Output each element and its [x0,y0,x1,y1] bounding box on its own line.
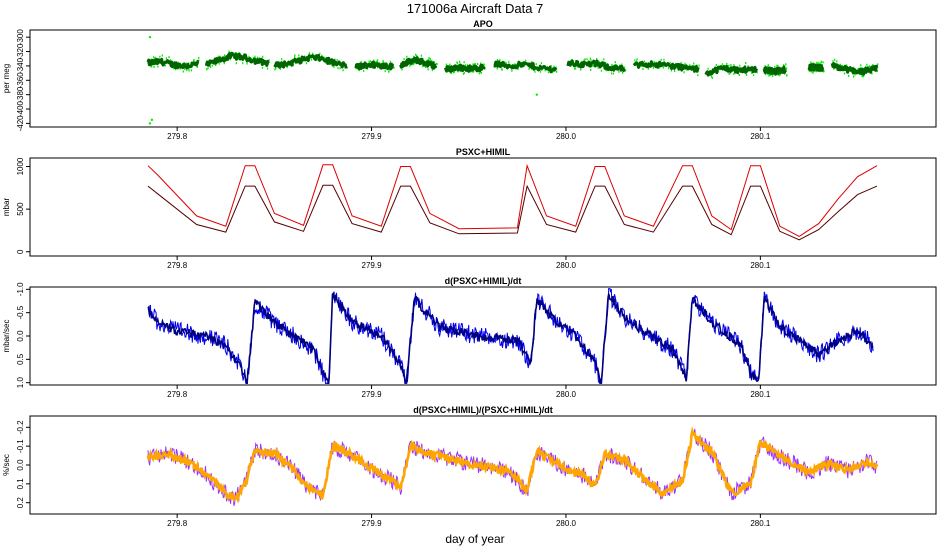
y-axis-label: mbar/sec [2,320,11,353]
x-tick-label: 280.0 [556,132,577,141]
y-tick-label: 1000 [16,157,25,175]
y-tick-label: 0.0 [16,459,25,471]
y-tick-label: -1.0 [16,282,25,296]
apo-series-segment [566,59,626,73]
y-axis-label: mbar [2,198,11,217]
relative-rate-line-orange [146,426,879,504]
y-axis-label: per meg [2,64,11,93]
apo-outlier [535,93,538,96]
panel-3: d(PSXC+HIMIL)/dt mbar/sec 279.8 279.9 280.0 2… [2,276,937,399]
panel-title: d(PSXC+HIMIL)/(PSXC+HIMIL)/dt [413,405,553,415]
apo-series-segment [443,63,486,73]
x-tick-label: 280.0 [556,390,577,399]
apo-series-segment [146,57,200,70]
x-tick-label: 280.0 [556,519,577,528]
x-tick-label: 279.9 [362,390,383,399]
apo-series-segment [354,60,395,71]
y-tick-label: -320 [16,43,25,60]
apo-series-segment [493,60,558,74]
y-tick-label: 0 [16,249,25,254]
panel-title: d(PSXC+HIMIL)/dt [445,276,522,286]
x-tick-label: 280.0 [556,261,577,270]
x-tick-label: 280.1 [750,132,771,141]
y-axis-label: %/sec [2,454,11,476]
y-tick-label: -360 [16,72,25,89]
pressure-line-lower [147,184,878,241]
x-tick-label: 279.8 [167,132,188,141]
relative-rate-line-purple [147,428,878,506]
panel-4: d(PSXC+HIMIL)/(PSXC+HIMIL)/dt %/sec 279.8 2… [2,405,937,528]
x-tick-label: 279.9 [362,132,383,141]
y-tick-label: 0.0 [16,330,25,342]
y-tick-label: -380 [16,86,25,103]
figure-title: 171006a Aircraft Data 7 [406,1,544,16]
panel-frame [29,29,937,128]
x-tick-label: 279.9 [362,519,383,528]
y-tick-label: 1.0 [16,377,25,389]
x-tick-label: 279.9 [362,261,383,270]
panel-title: APO [473,19,493,29]
y-tick-label: -300 [16,29,25,46]
y-tick-label: -420 [16,115,25,132]
y-tick-label: -340 [16,57,25,74]
apo-series-segment [762,65,787,76]
apo-series-segment [399,56,438,70]
panel-2: PSXC+HIMIL mbar 279.8 279.9 280.0 280.1 0 500 10… [2,147,937,270]
apo-series-segment [204,51,270,67]
apo-outlier [150,118,154,122]
x-tick-label: 280.1 [750,519,771,528]
y-tick-label: -0.2 [16,420,25,434]
y-tick-label: 0.1 [16,478,25,490]
y-tick-label: 0.2 [16,497,25,509]
y-tick-label: 0.5 [16,353,25,365]
y-tick-label: -400 [16,100,25,117]
x-tick-label: 279.8 [167,519,188,528]
y-tick-label: -0.5 [16,305,25,319]
apo-series-segment [632,60,700,73]
x-tick-label: 280.1 [750,390,771,399]
rate-line-dark [147,291,874,384]
apo-outlier [148,35,152,39]
x-axis-label: day of year [445,532,505,546]
y-tick-label: -0.1 [16,439,25,453]
panel-data [146,426,879,506]
apo-series-segment [830,62,879,76]
apo-series-segment [807,63,825,72]
panel-title: PSXC+HIMIL [456,147,511,157]
x-tick-label: 279.8 [167,261,188,270]
panel-data [147,288,874,384]
x-tick-label: 280.1 [750,261,771,270]
y-tick-label: 500 [16,202,25,216]
panel-data [147,163,878,241]
panel-frame [29,157,937,257]
x-tick-label: 279.8 [167,390,188,399]
apo-series-segment [704,64,758,77]
apo-outlier [148,122,152,125]
pressure-line-upper [147,163,878,237]
panel-data [146,35,879,125]
apo-series-segment [273,53,348,69]
